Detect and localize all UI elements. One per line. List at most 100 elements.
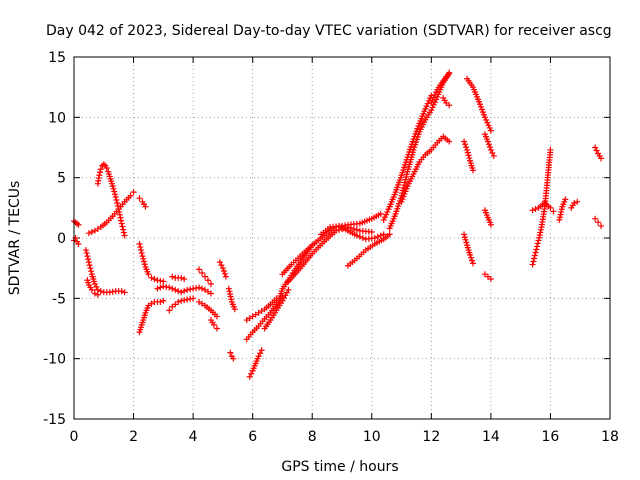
data-point — [109, 183, 116, 190]
data-point — [431, 91, 438, 98]
data-point — [383, 211, 390, 218]
data-point — [75, 221, 82, 228]
data-point — [490, 152, 497, 159]
data-point — [175, 298, 182, 305]
data-point — [423, 103, 430, 110]
data-point — [461, 231, 468, 238]
y-tick-label: 0 — [57, 231, 66, 247]
data-point — [148, 274, 155, 281]
x-tick-label: 2 — [129, 429, 138, 445]
data-point — [221, 270, 228, 277]
data-point — [430, 94, 437, 101]
data-point — [202, 273, 209, 280]
data-point — [368, 228, 375, 235]
data-point — [467, 251, 474, 258]
data-point — [84, 253, 91, 260]
data-point — [593, 147, 600, 154]
data-point — [216, 259, 223, 266]
data-point — [207, 290, 214, 297]
x-tick-label: 14 — [482, 429, 500, 445]
data-point — [530, 258, 537, 265]
data-point — [487, 146, 494, 153]
data-point — [532, 249, 539, 256]
y-tick-label: -5 — [52, 291, 66, 307]
y-tick-label: -15 — [43, 412, 66, 428]
data-point — [94, 291, 101, 298]
data-point — [487, 127, 494, 134]
data-point — [88, 268, 95, 275]
data-point — [87, 265, 94, 272]
data-point — [531, 255, 538, 262]
data-point — [127, 192, 134, 199]
data-point — [470, 260, 477, 267]
data-point — [178, 297, 185, 304]
data-point — [477, 103, 484, 110]
data-point — [142, 203, 149, 210]
data-point — [468, 254, 475, 261]
data-point — [120, 226, 127, 233]
data-point — [96, 172, 103, 179]
data-point — [154, 277, 161, 284]
data-point — [462, 141, 469, 148]
data-point — [403, 173, 410, 180]
data-point — [114, 200, 121, 207]
data-point — [446, 69, 453, 76]
data-point — [483, 116, 490, 123]
data-point — [145, 271, 152, 278]
data-point — [446, 102, 453, 109]
data-point — [83, 250, 90, 257]
data-point — [399, 196, 406, 203]
data-point — [463, 239, 470, 246]
data-point — [285, 286, 292, 293]
data-point — [230, 355, 237, 362]
data-point — [136, 241, 143, 248]
data-point — [199, 269, 206, 276]
data-point — [534, 240, 541, 247]
data-point — [112, 193, 119, 200]
data-point — [97, 288, 104, 295]
data-point — [429, 104, 436, 111]
y-tick-label: 15 — [48, 50, 66, 66]
data-point — [231, 306, 238, 313]
data-point — [465, 152, 472, 159]
x-tick-label: 6 — [248, 429, 257, 445]
data-point — [384, 208, 391, 215]
data-point — [220, 267, 227, 274]
data-point — [110, 185, 117, 192]
data-point — [258, 347, 265, 354]
data-point — [592, 144, 599, 151]
data-point — [403, 171, 410, 178]
data-point — [114, 203, 121, 210]
data-point — [533, 246, 540, 253]
data-point — [377, 210, 384, 217]
data-point — [598, 222, 605, 229]
data-points — [71, 69, 605, 380]
data-point — [136, 195, 143, 202]
data-point — [210, 321, 217, 328]
data-point — [547, 146, 554, 153]
data-point — [402, 176, 409, 183]
data-point — [163, 283, 170, 290]
data-point — [111, 191, 118, 198]
chart-grid — [74, 57, 610, 419]
data-point — [489, 149, 496, 156]
data-point — [413, 128, 420, 135]
x-tick-label: 16 — [542, 429, 560, 445]
data-point — [103, 165, 110, 172]
data-point — [374, 233, 381, 240]
x-tick-label: 8 — [308, 429, 317, 445]
data-point — [154, 285, 161, 292]
data-point — [178, 289, 185, 296]
data-point — [181, 297, 188, 304]
data-point — [433, 89, 440, 96]
data-point — [381, 214, 388, 221]
data-point — [248, 370, 255, 377]
data-point — [93, 283, 100, 290]
data-point — [139, 253, 146, 260]
data-point — [119, 223, 126, 230]
data-point — [222, 273, 229, 280]
data-point — [283, 289, 290, 296]
data-point — [401, 179, 408, 186]
data-point — [246, 373, 253, 380]
x-axis-label: GPS time / hours — [281, 459, 398, 475]
